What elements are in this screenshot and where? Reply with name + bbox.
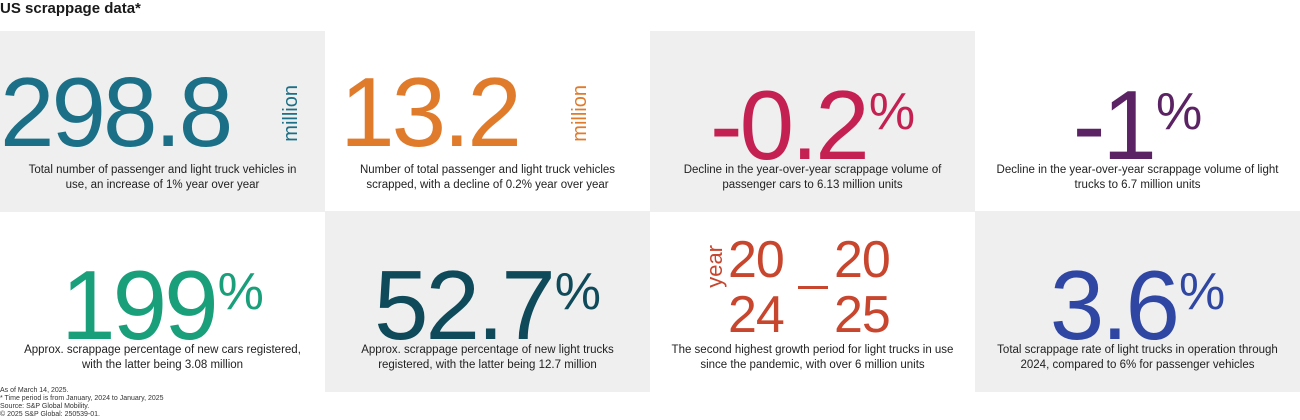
stat-description: Approx. scrappage percentage of new cars…: [24, 344, 301, 371]
stat-tile-passenger-car-decline: -0.2% Decline in the year-over-year scra…: [650, 31, 975, 212]
stat-value: -1%: [975, 57, 1300, 180]
year-from-bottom: 24: [728, 286, 785, 344]
stat-description: Decline in the year-over-year scrappage …: [683, 164, 942, 191]
stat-tile-growth-period: year 20 24 20 25 The second highest grow…: [650, 211, 975, 392]
stat-value: 3.6%: [975, 237, 1300, 360]
stat-unit: million: [568, 85, 591, 142]
stat-description: Number of total passenger and light truc…: [359, 164, 616, 191]
stat-tile-light-truck-decline: -1% Decline in the year-over-year scrapp…: [975, 31, 1300, 212]
stat-value: 199%: [0, 237, 325, 360]
stat-description: Total number of passenger and light truc…: [28, 164, 297, 191]
percent-sign: %: [868, 83, 916, 141]
stat-number: -1: [1072, 70, 1157, 180]
footnote-period: * Time period is from January, 2024 to J…: [0, 395, 164, 402]
stat-number: 13.2: [340, 57, 522, 167]
year-range-dash: [798, 286, 828, 289]
stat-value: -0.2%: [650, 57, 975, 180]
year-to-top: 20: [834, 231, 891, 289]
stat-tile-new-car-scrappage: 199% Approx. scrappage percentage of new…: [0, 211, 325, 392]
footnotes: As of March 14, 2025. * Time period is f…: [0, 387, 164, 419]
stat-value: 13.2 million: [325, 57, 650, 167]
footnote-copyright: © 2025 S&P Global: 250539-01.: [0, 411, 100, 418]
percent-sign: %: [1155, 83, 1203, 141]
stat-number: 3.6: [1049, 250, 1180, 360]
stat-value: 52.7%: [325, 237, 650, 360]
stat-description: Decline in the year-over-year scrappage …: [996, 164, 1279, 191]
stat-number: 199: [61, 250, 219, 360]
stat-tile-vehicles-scrapped: 13.2 million Number of total passenger an…: [325, 31, 650, 212]
footnote-source: Source: S&P Global Mobility.: [0, 403, 90, 410]
percent-sign: %: [1178, 263, 1226, 321]
stat-tile-vehicles-in-use: 298.8 million Total number of passenger a…: [0, 31, 325, 212]
stat-number: 52.7: [374, 250, 556, 360]
percent-sign: %: [554, 263, 601, 321]
page-title: US scrappage data*: [0, 0, 141, 17]
year-from-top: 20: [728, 231, 785, 289]
year-to-bottom: 25: [834, 286, 891, 344]
stat-value: 298.8 million: [0, 57, 325, 167]
percent-sign: %: [217, 263, 264, 321]
year-range: year 20 24 20 25: [650, 231, 975, 341]
stat-description: Approx. scrappage percentage of new ligh…: [361, 344, 614, 371]
footnote-date: As of March 14, 2025.: [0, 387, 69, 394]
stat-tile-scrappage-rate: 3.6% Total scrappage rate of light truck…: [975, 211, 1300, 392]
year-label: year: [702, 245, 727, 288]
stat-number: 298.8: [0, 57, 233, 167]
stat-description: Total scrappage rate of light trucks in …: [997, 344, 1278, 371]
stat-number: -0.2: [709, 70, 870, 180]
stat-tile-new-light-truck-scrappage: 52.7% Approx. scrappage percentage of ne…: [325, 211, 650, 392]
stat-description: The second highest growth period for lig…: [671, 344, 954, 371]
